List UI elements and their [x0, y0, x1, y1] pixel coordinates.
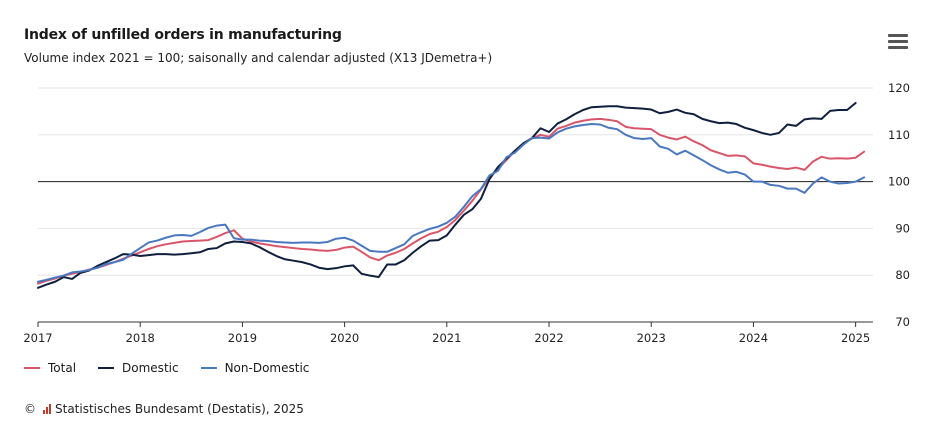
y-tick-label-70: 70 [895, 315, 910, 329]
y-tick-label-120: 120 [888, 81, 910, 95]
legend-item-non-domestic[interactable]: Non-Domestic [200, 361, 310, 375]
hamburger-menu-icon[interactable] [888, 34, 908, 50]
x-tick-label-2017: 2017 [23, 331, 52, 345]
legend-swatch-non-domestic [200, 367, 217, 369]
source-text: Statistisches Bundesamt (Destatis), 2025 [55, 402, 304, 416]
x-tick-label-2021: 2021 [432, 331, 461, 345]
x-tick-label-2019: 2019 [228, 331, 257, 345]
legend-label-domestic: Domestic [122, 361, 179, 375]
x-tick-label-2023: 2023 [637, 331, 666, 345]
chart-subtitle: Volume index 2021 = 100; saisonally and … [24, 51, 493, 65]
legend-item-total[interactable]: Total [24, 361, 76, 375]
copyright-symbol: © [24, 402, 36, 416]
y-tick-label-110: 110 [888, 128, 910, 142]
grid-layer [38, 87, 873, 276]
series-line-domestic [37, 101, 857, 289]
y-tick-label-80: 80 [895, 268, 910, 282]
legend: Total Domestic Non-Domestic [24, 361, 309, 375]
legend-label-non-domestic: Non-Domestic [224, 361, 310, 375]
x-tick-label-2022: 2022 [534, 331, 563, 345]
series-line-non-domestic [37, 123, 866, 283]
legend-swatch-domestic [98, 367, 115, 369]
legend-swatch-total [24, 367, 40, 369]
x-tick-label-2020: 2020 [330, 331, 359, 345]
legend-label-total: Total [48, 361, 77, 375]
series-line-total [37, 117, 866, 285]
source-credit: © Statistisches Bundesamt (Destatis), 20… [24, 402, 304, 416]
y-tick-label-100: 100 [888, 175, 910, 189]
legend-item-domestic[interactable]: Domestic [98, 361, 179, 375]
y-tick-label-90: 90 [895, 221, 910, 235]
x-tick-label-2025: 2025 [841, 331, 870, 345]
x-tick-label-2018: 2018 [126, 331, 155, 345]
series-layer [37, 101, 866, 289]
chart-title: Index of unfilled orders in manufacturin… [24, 27, 342, 43]
x-tick-label-2024: 2024 [739, 331, 768, 345]
destatis-logo-icon [43, 404, 51, 414]
axis-layer: 70 80 90 100 110 120 2017 2018 2019 2020 2021 2022 2… [23, 81, 910, 345]
